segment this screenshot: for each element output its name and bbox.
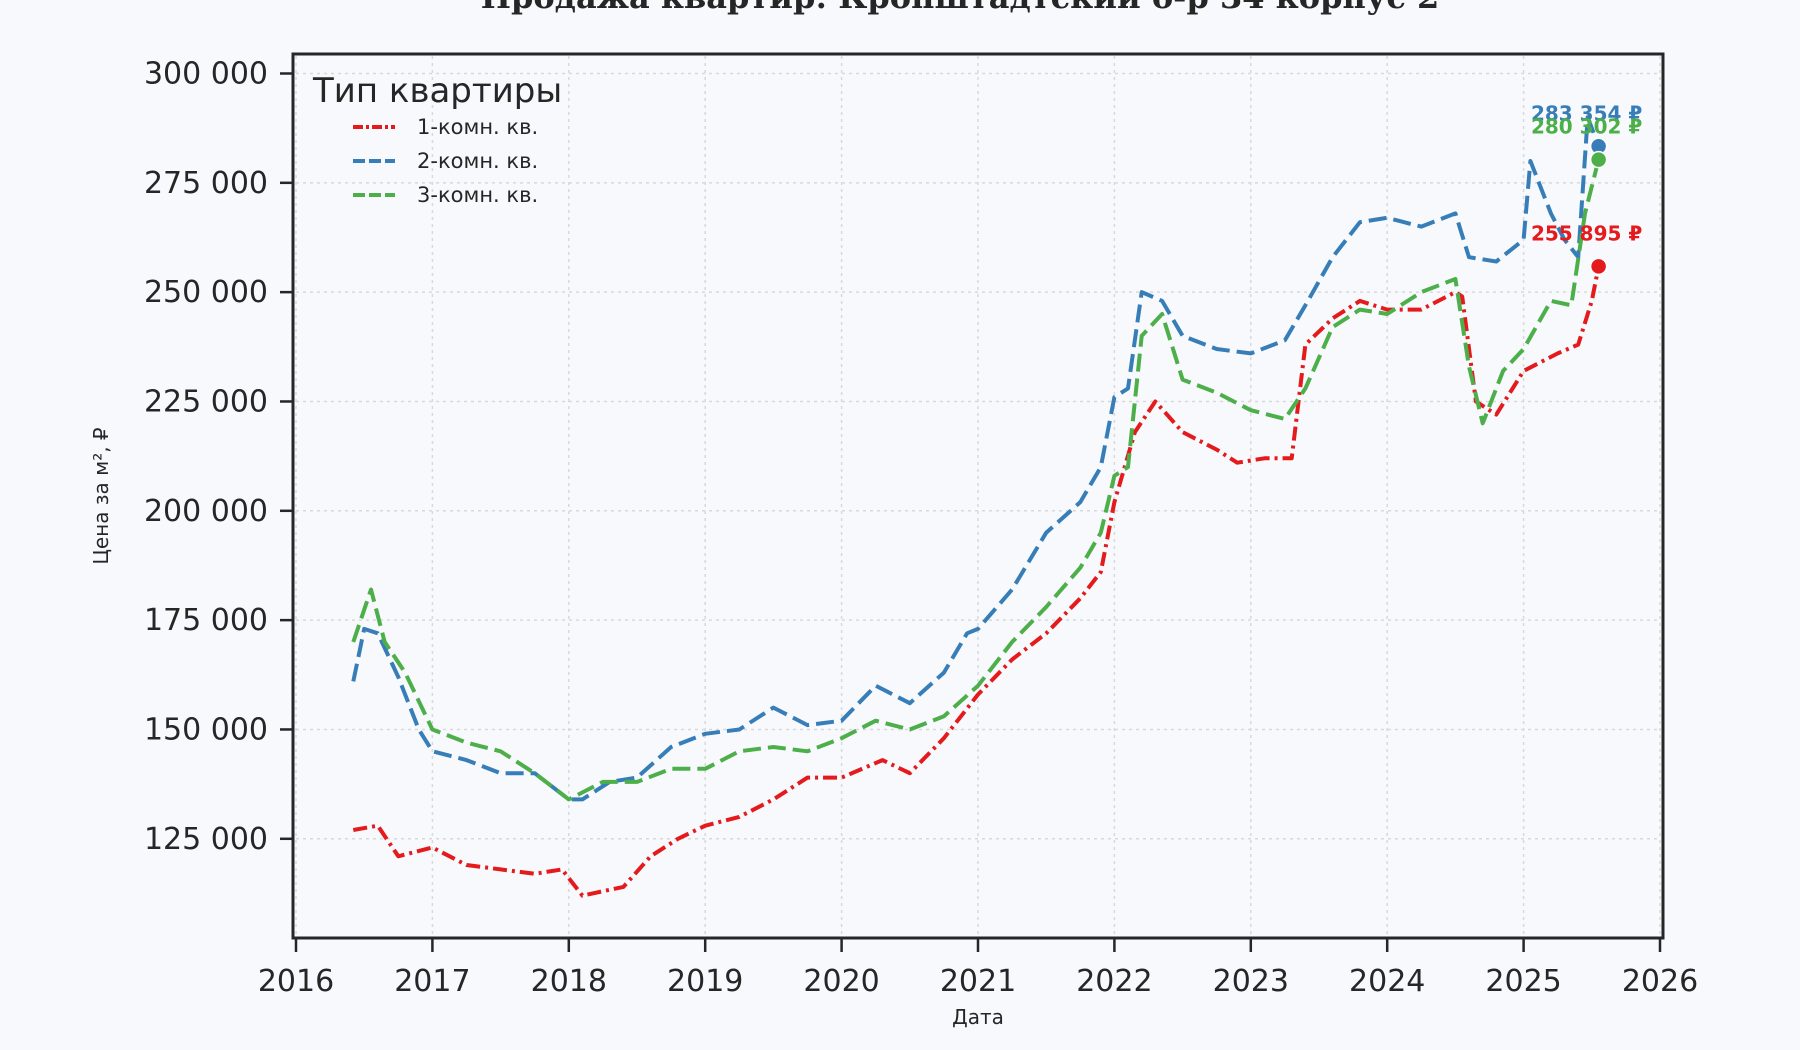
x-axis: 2016 2017 2018 2019 2020 2021 2022 2023 2024 2025… — [258, 938, 1698, 999]
legend-entry-label: 3-комн. кв. — [417, 183, 538, 207]
x-tick-label: 2020 — [803, 964, 879, 999]
x-tick-label: 2023 — [1213, 964, 1289, 999]
x-tick-label: 2018 — [531, 964, 607, 999]
end-value-label: 280 302 ₽ — [1531, 115, 1642, 139]
series-layer — [351, 115, 1601, 898]
y-tick-label: 300 000 — [144, 56, 268, 91]
legend-entry-label: 1-комн. кв. — [417, 115, 538, 139]
y-tick-label: 225 000 — [144, 384, 268, 419]
legend-entry-label: 2-комн. кв. — [417, 149, 538, 173]
y-axis: 125 000 150 000 175 000 200 000 225 000 250 0… — [144, 56, 293, 857]
legend-title: Тип квартиры — [312, 71, 562, 111]
x-tick-label: 2019 — [667, 964, 743, 999]
y-tick-label: 250 000 — [144, 275, 268, 310]
x-tick-label: 2024 — [1349, 964, 1425, 999]
x-tick-label: 2017 — [394, 964, 470, 999]
series-line-2 — [351, 115, 1601, 802]
y-tick-label: 150 000 — [144, 712, 268, 747]
end-value-label: 283 354 ₽ — [1531, 101, 1642, 125]
x-tick-label: 2026 — [1622, 964, 1698, 999]
y-axis-label: Цена за м², ₽ — [89, 427, 113, 565]
series-line-3 — [351, 159, 1601, 802]
end-marker — [1589, 150, 1608, 169]
x-tick-label: 2022 — [1076, 964, 1152, 999]
x-tick-label: 2021 — [940, 964, 1016, 999]
y-tick-label: 200 000 — [144, 494, 268, 529]
grid — [295, 56, 1661, 935]
x-tick-label: 2016 — [258, 964, 334, 999]
end-markers: 283 354 ₽280 302 ₽ 255 895 ₽ — [1531, 101, 1642, 276]
legend: Тип квартиры 1-комн. кв. 2-комн. кв. 3-ком… — [312, 71, 562, 207]
x-tick-label: 2025 — [1485, 964, 1561, 999]
y-tick-label: 275 000 — [144, 166, 268, 201]
x-axis-label: Дата — [952, 1005, 1004, 1029]
y-tick-label: 125 000 — [144, 822, 268, 857]
end-marker — [1589, 257, 1608, 276]
end-value-label: 255 895 ₽ — [1531, 221, 1642, 245]
plot-area — [293, 54, 1663, 938]
chart-title: Продажа квартир: Кронштадтский б-р 34 ко… — [481, 0, 1440, 16]
y-tick-label: 175 000 — [144, 603, 268, 638]
